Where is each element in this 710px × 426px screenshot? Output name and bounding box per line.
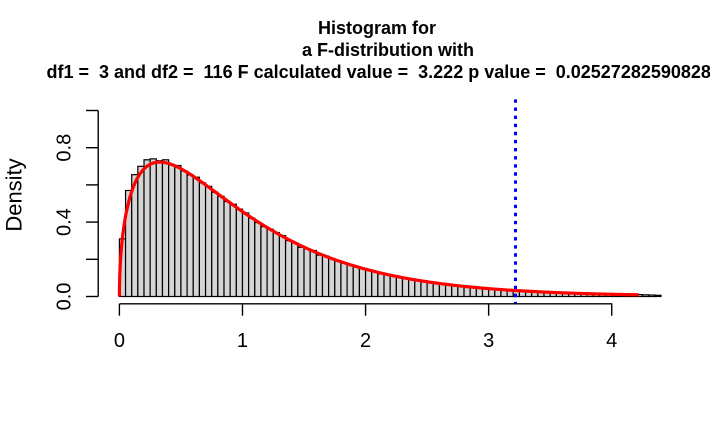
svg-text:df1 = 3 and df2 = 116 F calc: df1 = 3 and df2 = 116 F calculated value… — [47, 62, 710, 82]
svg-text:4: 4 — [606, 330, 617, 352]
svg-text:0.4: 0.4 — [54, 208, 76, 236]
svg-text:2: 2 — [360, 330, 371, 352]
svg-text:Histogram for: Histogram for — [318, 18, 436, 38]
svg-text:0.0: 0.0 — [54, 283, 76, 311]
svg-text:3: 3 — [483, 330, 494, 352]
svg-text:Density: Density — [2, 158, 27, 231]
svg-text:0.8: 0.8 — [54, 134, 76, 162]
svg-text:1: 1 — [237, 330, 248, 352]
svg-text:a F-distribution with: a F-distribution with — [302, 40, 474, 60]
svg-text:0: 0 — [114, 330, 125, 352]
